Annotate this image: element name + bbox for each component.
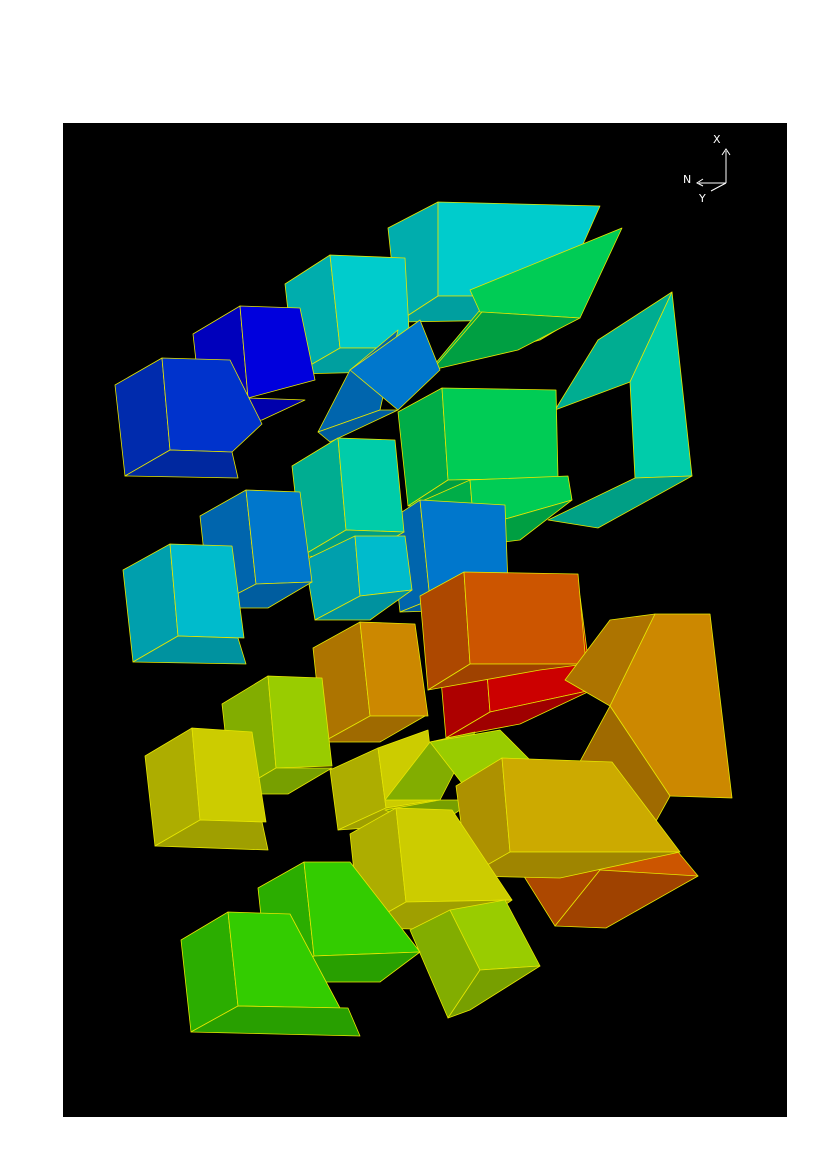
block-24-bottom-face: [467, 851, 681, 879]
block-6: [317, 319, 441, 443]
block-22-front-face: [191, 727, 267, 823]
block-5-front-face: [161, 357, 263, 453]
block-11-front-face: [337, 437, 405, 533]
block-6-front-face: [349, 319, 441, 411]
block-3-front-face: [329, 254, 411, 349]
graphics-viewport[interactable]: X N Y: [63, 123, 787, 1117]
block-7-bottom-face: [547, 475, 693, 529]
block-18-bottom-face: [322, 715, 426, 743]
block-group: [114, 201, 733, 1037]
x-axis-arrow: [721, 148, 731, 156]
block-22-bottom-face: [154, 819, 269, 851]
block-scene: X N Y: [114, 133, 733, 1037]
block-26: [409, 899, 541, 1019]
block-16-front-face: [463, 571, 587, 665]
block-26-bottom-face: [447, 965, 541, 1019]
block-5: [114, 357, 263, 479]
block-14: [122, 543, 247, 665]
block-28: [180, 911, 361, 1037]
block-6-bottom-face: [317, 409, 399, 443]
axis-triad-icon: X N Y: [683, 133, 731, 205]
block-5-bottom-face: [124, 449, 239, 479]
block-7: [547, 291, 693, 529]
block-12: [304, 535, 413, 621]
block-8-front-face: [441, 387, 559, 481]
y-axis-line: [710, 182, 727, 192]
block-14-front-face: [169, 543, 245, 639]
n-axis-label: N: [683, 173, 691, 186]
block-23-bottom-face: [554, 869, 699, 929]
block-16: [419, 571, 587, 691]
block-14-bottom-face: [132, 635, 247, 665]
block-18-front-face: [359, 621, 429, 717]
x-axis-label: X: [713, 133, 721, 146]
block-12-bottom-face: [314, 589, 413, 621]
block-28-bottom-face: [190, 1005, 361, 1037]
block-17-front-face: [609, 613, 733, 799]
y-axis-label: Y: [698, 192, 706, 205]
block-2: [429, 227, 623, 371]
block-18: [312, 621, 429, 743]
n-axis-arrow: [696, 178, 704, 187]
block-2-bottom-face: [431, 311, 581, 371]
block-22: [144, 727, 269, 851]
block-4-front-face: [239, 305, 316, 399]
block-21-front-face: [267, 675, 333, 769]
block-12-front-face: [354, 535, 413, 597]
